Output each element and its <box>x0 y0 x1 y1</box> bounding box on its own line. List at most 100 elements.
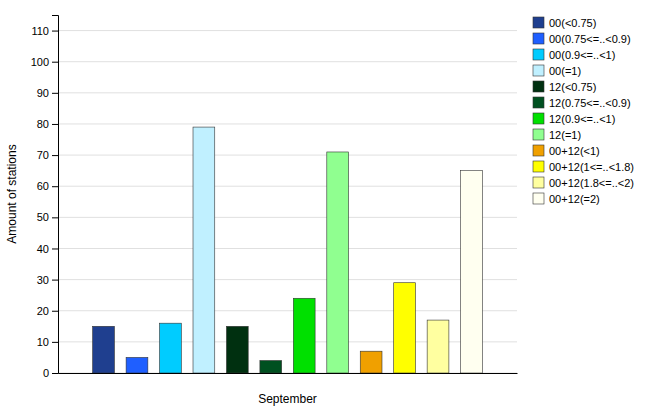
legend-label: 00+12(<1) <box>549 145 600 157</box>
grid-line <box>58 248 517 249</box>
tick-label: 90 <box>37 87 49 99</box>
legend-item: 00+12(1.8<=..<2) <box>533 177 634 189</box>
tick: 90 <box>37 87 58 99</box>
tick: 110 <box>31 25 58 37</box>
legend-item: 00(0.75<=..<0.9) <box>533 33 631 45</box>
bar <box>226 326 248 373</box>
legend-label: 12(<0.75) <box>549 81 596 93</box>
tick-mark <box>52 31 58 32</box>
legend-label: 00(=1) <box>549 65 581 77</box>
legend-item: 00(0.9<=..<1) <box>533 49 615 61</box>
tick-label: 20 <box>37 305 49 317</box>
tick-mark <box>52 62 58 63</box>
x-axis <box>59 373 518 374</box>
legend-label: 12(0.75<=..<0.9) <box>549 97 631 109</box>
tick-mark <box>52 124 58 125</box>
tick-label: 0 <box>43 367 49 379</box>
tick-label: 50 <box>37 211 49 223</box>
legend-swatch <box>533 113 544 124</box>
bar <box>394 283 416 373</box>
tick-mark <box>52 186 58 187</box>
legend-label: 00(0.75<=..<0.9) <box>549 33 631 45</box>
bar <box>93 326 115 373</box>
grid-line <box>58 217 517 218</box>
legend-label: 12(0.9<=..<1) <box>549 113 615 125</box>
grid-line <box>58 155 517 156</box>
legend-item: 00+12(1<=..<1.8) <box>533 161 634 173</box>
axis-line <box>59 373 518 374</box>
tick-label: 70 <box>37 149 49 161</box>
legend-label: 00+12(1.8<=..<2) <box>549 177 634 189</box>
legend-swatch <box>533 145 544 156</box>
grid-line <box>58 123 517 124</box>
tick: 40 <box>37 242 58 254</box>
tick-label: 30 <box>37 274 49 286</box>
legend-swatch <box>533 193 544 204</box>
legend-item: 12(0.75<=..<0.9) <box>533 97 631 109</box>
plot-area: 0 10 20 30 40 50 60 70 80 90 100 110 September Amount… <box>5 16 518 407</box>
tick: 80 <box>37 118 58 130</box>
tick-mark <box>52 93 58 94</box>
tick-mark <box>52 342 58 343</box>
tick: 10 <box>37 336 58 348</box>
legend-swatch <box>533 33 544 44</box>
axis-line <box>52 16 59 374</box>
legend-item: 12(0.9<=..<1) <box>533 113 615 125</box>
grid-line <box>58 279 517 280</box>
y-axis-title: Amount of stations <box>5 144 19 243</box>
tick: 50 <box>37 211 58 223</box>
legend-label: 12(=1) <box>549 129 581 141</box>
tick: 100 <box>31 56 58 68</box>
tick-mark <box>52 311 58 312</box>
legend-swatch <box>533 129 544 140</box>
tick: 70 <box>37 149 58 161</box>
legend-swatch <box>533 17 544 28</box>
legend-swatch <box>533 65 544 76</box>
bar <box>293 298 315 373</box>
tick: 30 <box>37 274 58 286</box>
tick-mark <box>52 248 58 249</box>
legend-item: 12(<0.75) <box>533 81 596 93</box>
legend-label: 00+12(=2) <box>549 193 600 205</box>
grid-line <box>58 310 517 311</box>
legend-swatch <box>533 81 544 92</box>
legend-item: 00(=1) <box>533 65 581 77</box>
legend-swatch <box>533 161 544 172</box>
tick-mark <box>52 155 58 156</box>
grid <box>58 31 517 373</box>
tick-mark <box>52 280 58 281</box>
grid-line <box>58 30 517 31</box>
tick-mark <box>52 217 58 218</box>
legend-label: 00(<0.75) <box>549 17 596 29</box>
bar <box>360 351 382 373</box>
grid-line <box>58 186 517 187</box>
tick: 60 <box>37 180 58 192</box>
tick-label: 110 <box>31 25 49 37</box>
tick-label: 60 <box>37 180 49 192</box>
tick-label: 80 <box>37 118 49 130</box>
tick-label: 10 <box>37 336 49 348</box>
legend-swatch <box>533 177 544 188</box>
bar <box>260 361 282 373</box>
x-axis-title: September <box>258 392 317 406</box>
legend-item: 00(<0.75) <box>533 17 596 29</box>
chart: 0 10 20 30 40 50 60 70 80 90 100 110 September Amount… <box>0 0 667 415</box>
bar <box>126 357 148 373</box>
legend-item: 00+12(=2) <box>533 193 600 205</box>
tick: 20 <box>37 305 58 317</box>
legend-label: 00+12(1<=..<1.8) <box>549 161 634 173</box>
tick: 0 <box>43 367 58 379</box>
grid-line <box>58 61 517 62</box>
legend-item: 12(=1) <box>533 129 581 141</box>
legend-label: 00(0.9<=..<1) <box>549 49 615 61</box>
grid-line <box>58 92 517 93</box>
bars <box>93 127 483 373</box>
legend-swatch <box>533 97 544 108</box>
chart-container: 0 10 20 30 40 50 60 70 80 90 100 110 September Amount… <box>0 0 667 415</box>
legend-item: 00+12(<1) <box>533 145 600 157</box>
bar <box>160 323 182 373</box>
legend-swatch <box>533 49 544 60</box>
legend: 00(<0.75) 00(0.75<=..<0.9) 00(0.9<=..<1) 00… <box>533 17 634 205</box>
bar <box>427 320 449 373</box>
y-axis: 0 10 20 30 40 50 60 70 80 90 100 110 <box>31 16 59 380</box>
